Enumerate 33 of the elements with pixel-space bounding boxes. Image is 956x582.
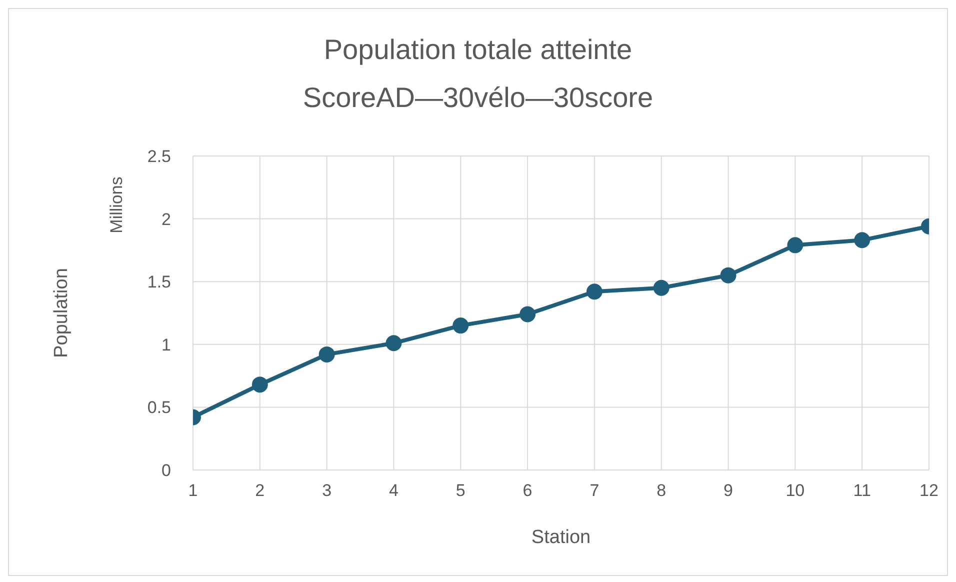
x-tick-label: 7 <box>590 481 600 500</box>
x-tick-label: 4 <box>388 481 398 500</box>
x-tick-label: 3 <box>322 481 332 500</box>
point <box>787 237 804 254</box>
x-tick-label: 10 <box>786 481 805 500</box>
y-tick-label: 0 <box>162 461 171 480</box>
text: Millions <box>107 176 127 234</box>
point <box>720 267 736 284</box>
y-axis-title: Population <box>51 268 73 358</box>
x-tick-label: 1 <box>188 481 198 500</box>
x-tick-label: 5 <box>456 481 466 500</box>
y-tick-label: 0.5 <box>147 398 171 418</box>
x-tick-label: 9 <box>724 481 734 500</box>
point <box>452 318 469 334</box>
point <box>386 335 402 352</box>
x-tick-label: 2 <box>255 481 265 500</box>
y-tick-label: 2.5 <box>147 147 171 166</box>
y-tick-label: 1.5 <box>147 272 171 292</box>
x-tick-label: 11 <box>853 481 871 500</box>
point <box>520 306 536 322</box>
point <box>854 232 870 248</box>
x-tick-label: 12 <box>920 481 938 500</box>
x-tick-label: 8 <box>656 481 666 500</box>
chart-subtitle: ScoreAD—30vélo—30score <box>302 82 654 114</box>
y-tick-label: 1 <box>162 335 171 354</box>
point <box>586 284 602 300</box>
x-tick-label: 6 <box>522 481 532 500</box>
x-axis-title: Station <box>530 527 592 549</box>
y-tick-label: 2 <box>162 210 171 229</box>
point <box>653 280 670 296</box>
point <box>252 376 268 393</box>
chart-title: Population totale atteinte <box>322 34 634 66</box>
point <box>318 346 335 362</box>
